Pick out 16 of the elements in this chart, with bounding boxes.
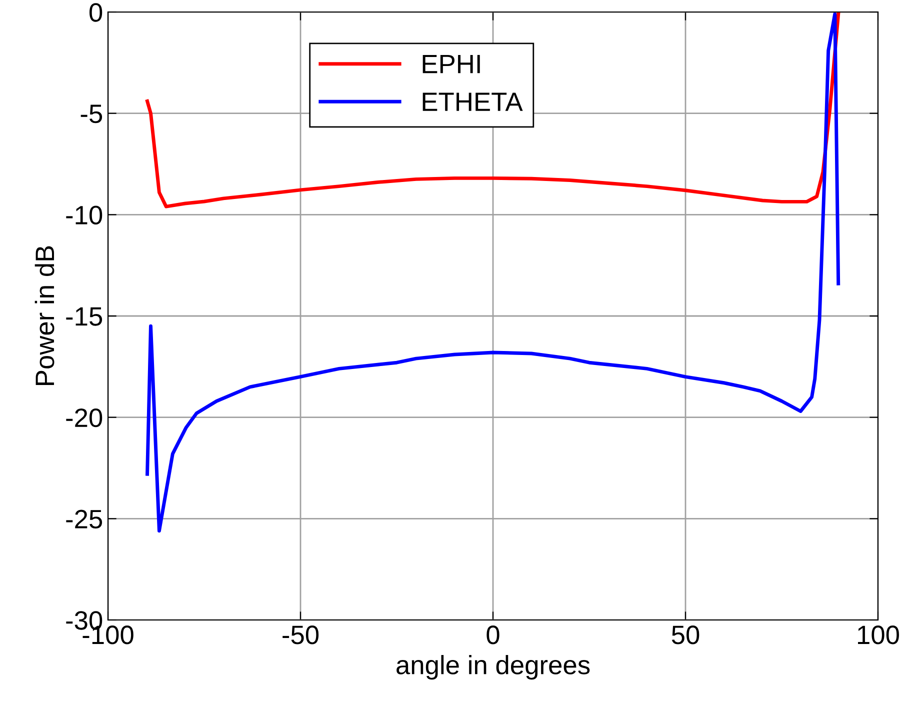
x-tick-label: -50 (282, 626, 319, 644)
y-tick-label: -10 (66, 206, 102, 224)
y-tick-label: -15 (66, 307, 102, 326)
x-tick-label: 100 (858, 626, 899, 644)
y-tick-label: 0 (89, 3, 102, 22)
y-tick-label: -25 (66, 510, 102, 528)
legend-label: EPHI (422, 54, 480, 74)
line-series (146, 12, 840, 208)
y-tick-label: -20 (66, 408, 102, 428)
y-tick-label: -5 (80, 104, 102, 124)
x-tick-label: 50 (672, 626, 700, 644)
line-series (146, 12, 840, 533)
legend-label: ETHETA (422, 92, 523, 111)
y-axis-title: Power in dB (34, 246, 54, 385)
x-tick-label: 0 (486, 626, 500, 644)
x-axis-title: angle in degrees (396, 655, 590, 680)
